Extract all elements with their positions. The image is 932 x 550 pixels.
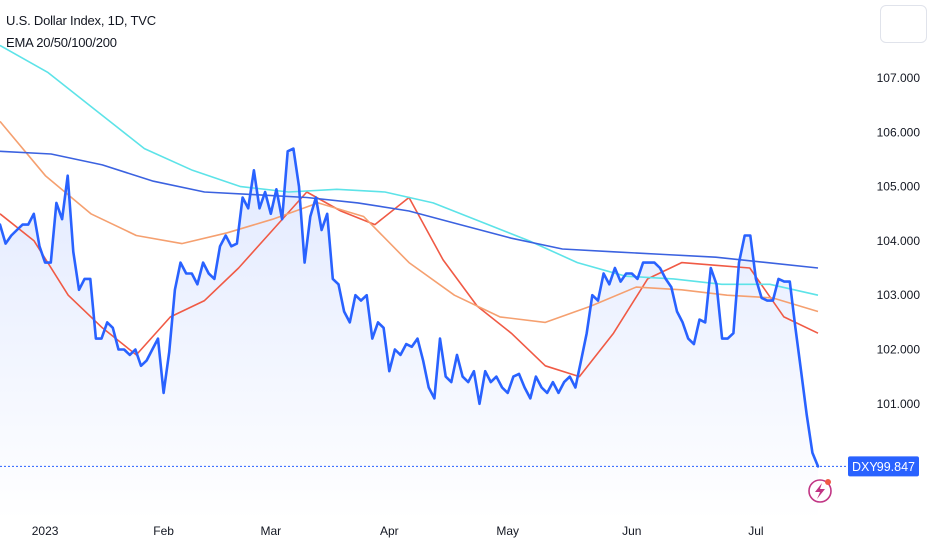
y-tick-label: 107.000 — [877, 71, 921, 85]
time-axis[interactable]: 2023 Feb Mar Apr May Jun Jul — [32, 524, 764, 538]
ema50-line — [0, 120, 819, 324]
x-tick-label: Feb — [153, 524, 174, 538]
ema-lines — [0, 44, 819, 378]
y-tick-label: 102.000 — [877, 343, 921, 357]
x-tick-label: May — [496, 524, 519, 538]
y-tick-label: 106.000 — [877, 125, 921, 139]
y-tick-label: 104.000 — [877, 234, 921, 248]
price-area-fill — [0, 148, 818, 520]
x-tick-label: Mar — [260, 524, 281, 538]
x-tick-label: Jul — [748, 524, 763, 538]
last-price-tag: DXY 99.847 — [848, 456, 919, 477]
x-tick-label: Jun — [622, 524, 641, 538]
price-series-line[interactable] — [0, 147, 820, 468]
indicator-label: EMA 20/50/100/200 — [6, 35, 117, 50]
x-tick-label: Apr — [380, 524, 399, 538]
flash-icon[interactable] — [808, 479, 832, 503]
last-price-tag-symbol: DXY — [852, 460, 878, 474]
y-tick-label: 103.000 — [877, 288, 921, 302]
y-tick-label: 101.000 — [877, 397, 921, 411]
last-price-tag-background — [848, 456, 919, 477]
price-axis[interactable]: 101.000 102.000 103.000 104.000 105.000 106.0… — [877, 71, 921, 411]
ema200-line — [0, 150, 819, 269]
x-tick-label: 2023 — [32, 524, 59, 538]
chart-settings-button[interactable] — [880, 5, 927, 43]
chart-title: U.S. Dollar Index, 1D, TVC — [6, 13, 156, 28]
last-price-tag-value: 99.847 — [877, 460, 915, 474]
y-tick-label: 105.000 — [877, 180, 921, 194]
ema100-line — [0, 44, 819, 296]
